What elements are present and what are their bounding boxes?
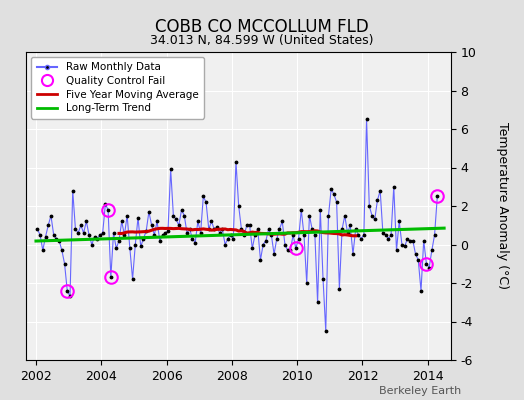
Y-axis label: Temperature Anomaly (°C): Temperature Anomaly (°C) bbox=[496, 122, 509, 290]
Text: COBB CO MCCOLLUM FLD: COBB CO MCCOLLUM FLD bbox=[155, 18, 369, 36]
Text: 34.013 N, 84.599 W (United States): 34.013 N, 84.599 W (United States) bbox=[150, 34, 374, 47]
Legend: Raw Monthly Data, Quality Control Fail, Five Year Moving Average, Long-Term Tren: Raw Monthly Data, Quality Control Fail, … bbox=[31, 57, 204, 118]
Text: Berkeley Earth: Berkeley Earth bbox=[379, 386, 461, 396]
